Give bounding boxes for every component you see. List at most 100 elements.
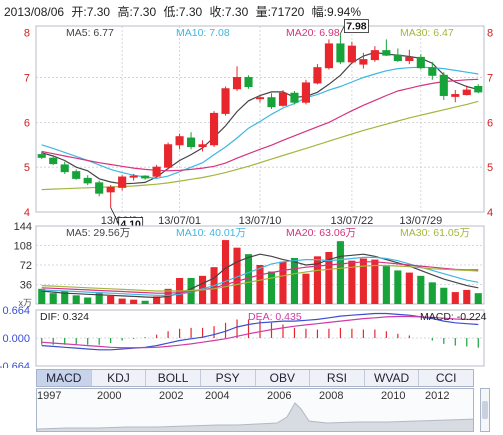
- macd-legend: DIF: 0.324: [40, 311, 89, 323]
- volume-bar[interactable]: [141, 300, 149, 304]
- quote-change: 幅:9.94%: [311, 5, 362, 19]
- price-tick-right: 5: [487, 162, 493, 174]
- candle-body[interactable]: [37, 154, 46, 158]
- candle-body[interactable]: [313, 67, 322, 84]
- volume-bar[interactable]: [371, 259, 379, 304]
- date-tick-label: 13/07/29: [399, 215, 442, 227]
- candle-body[interactable]: [301, 82, 311, 103]
- volume-bar[interactable]: [38, 288, 46, 304]
- timeline-year-label: 2010: [381, 390, 406, 402]
- tab-cci[interactable]: CCI: [435, 371, 457, 385]
- volume-bar[interactable]: [417, 275, 425, 304]
- candle-body[interactable]: [72, 171, 81, 179]
- volume-bar[interactable]: [394, 270, 402, 304]
- macd-tick: 0.000: [2, 333, 30, 345]
- candle-body[interactable]: [106, 186, 115, 193]
- candle-body[interactable]: [129, 175, 138, 178]
- candle-body[interactable]: [290, 92, 299, 103]
- price-tick-left: 7: [24, 73, 30, 85]
- volume-bar[interactable]: [428, 282, 436, 304]
- quote-volume: 量:71720: [255, 5, 305, 19]
- candle-body[interactable]: [175, 136, 184, 146]
- volume-bar[interactable]: [153, 296, 161, 304]
- volume-bar[interactable]: [302, 273, 310, 304]
- candle-body[interactable]: [209, 112, 219, 146]
- volume-bar[interactable]: [95, 293, 103, 304]
- volume-tick: 108: [14, 241, 32, 253]
- candle-body[interactable]: [255, 97, 265, 100]
- price-tick-left: 6: [24, 117, 30, 129]
- volume-bar[interactable]: [359, 258, 367, 305]
- candle-body[interactable]: [221, 88, 230, 114]
- volume-bar[interactable]: [451, 292, 459, 304]
- candle-body[interactable]: [267, 97, 276, 108]
- tab-wvad[interactable]: WVAD: [365, 370, 420, 386]
- candle-body[interactable]: [347, 45, 356, 63]
- candle-body[interactable]: [428, 67, 437, 76]
- candle-body[interactable]: [83, 177, 92, 184]
- volume-bar[interactable]: [279, 261, 287, 304]
- volume-ma30-line: [41, 264, 479, 292]
- candle-body[interactable]: [336, 43, 345, 63]
- timeline-scrollbar[interactable]: [480, 388, 490, 432]
- candle-body[interactable]: [416, 56, 425, 69]
- volume-bar[interactable]: [49, 293, 57, 304]
- candle-body[interactable]: [95, 182, 104, 194]
- tab-kdj[interactable]: KDJ: [92, 370, 147, 386]
- volume-bar[interactable]: [267, 271, 276, 305]
- volume-bar[interactable]: [440, 287, 448, 304]
- candle-body[interactable]: [439, 74, 448, 96]
- candle-body[interactable]: [187, 137, 196, 148]
- tab-rsi[interactable]: RSI: [310, 370, 365, 386]
- volume-bar[interactable]: [336, 241, 344, 304]
- volume-bar[interactable]: [84, 297, 92, 305]
- candle-body[interactable]: [382, 50, 391, 56]
- stock-chart[interactable]: 887766554413/06/2413/07/0113/07/1013/07/…: [0, 0, 503, 368]
- volume-bar[interactable]: [325, 252, 333, 304]
- candle-body[interactable]: [232, 77, 242, 90]
- volume-bar[interactable]: [107, 295, 115, 304]
- candle-body[interactable]: [393, 54, 402, 62]
- candle-body[interactable]: [198, 144, 207, 148]
- volume-bar[interactable]: [463, 289, 471, 304]
- candle-body[interactable]: [141, 175, 150, 179]
- volume-bar[interactable]: [244, 254, 253, 304]
- candle-body[interactable]: [152, 166, 161, 177]
- candle-body[interactable]: [60, 164, 69, 173]
- tab-psy[interactable]: PSY: [201, 370, 256, 386]
- price-tick-left: 4: [24, 207, 30, 219]
- candle-body[interactable]: [370, 50, 379, 61]
- candle-body[interactable]: [118, 176, 127, 188]
- volume-bar[interactable]: [313, 256, 321, 304]
- volume-bar[interactable]: [382, 266, 390, 304]
- candle-body[interactable]: [164, 144, 173, 168]
- candle-body[interactable]: [278, 92, 288, 106]
- volume-bar[interactable]: [474, 293, 482, 304]
- volume-bar[interactable]: [348, 260, 356, 304]
- timeline-navigator[interactable]: 1997 2000 2002 2004 2006 2008 2010 2012: [36, 388, 474, 432]
- timeline-history-area: [37, 402, 473, 431]
- scrollbar-thumb[interactable]: [482, 401, 488, 419]
- date-tick-label: 13/07/22: [330, 215, 373, 227]
- candle-body[interactable]: [474, 86, 483, 93]
- volume-bar[interactable]: [290, 257, 299, 304]
- volume-ma-legend: MA20: 63.06万: [286, 227, 356, 239]
- candle-body[interactable]: [244, 77, 253, 88]
- volume-bar[interactable]: [405, 272, 413, 304]
- candle-body[interactable]: [324, 43, 333, 69]
- candle-body[interactable]: [451, 94, 460, 97]
- volume-bar[interactable]: [118, 298, 126, 304]
- tab-obv[interactable]: OBV: [256, 370, 311, 386]
- volume-bar[interactable]: [130, 299, 138, 304]
- tab-macd[interactable]: MACD: [37, 370, 92, 386]
- volume-bar[interactable]: [256, 265, 264, 304]
- volume-bar[interactable]: [233, 247, 241, 304]
- volume-bar[interactable]: [72, 295, 80, 304]
- tab-boll[interactable]: BOLL: [146, 370, 201, 386]
- candle-body[interactable]: [405, 56, 414, 62]
- volume-bar[interactable]: [221, 240, 230, 304]
- candle-body[interactable]: [49, 157, 58, 165]
- candle-body[interactable]: [359, 59, 368, 65]
- candle-body[interactable]: [462, 89, 471, 96]
- volume-bar[interactable]: [61, 291, 69, 304]
